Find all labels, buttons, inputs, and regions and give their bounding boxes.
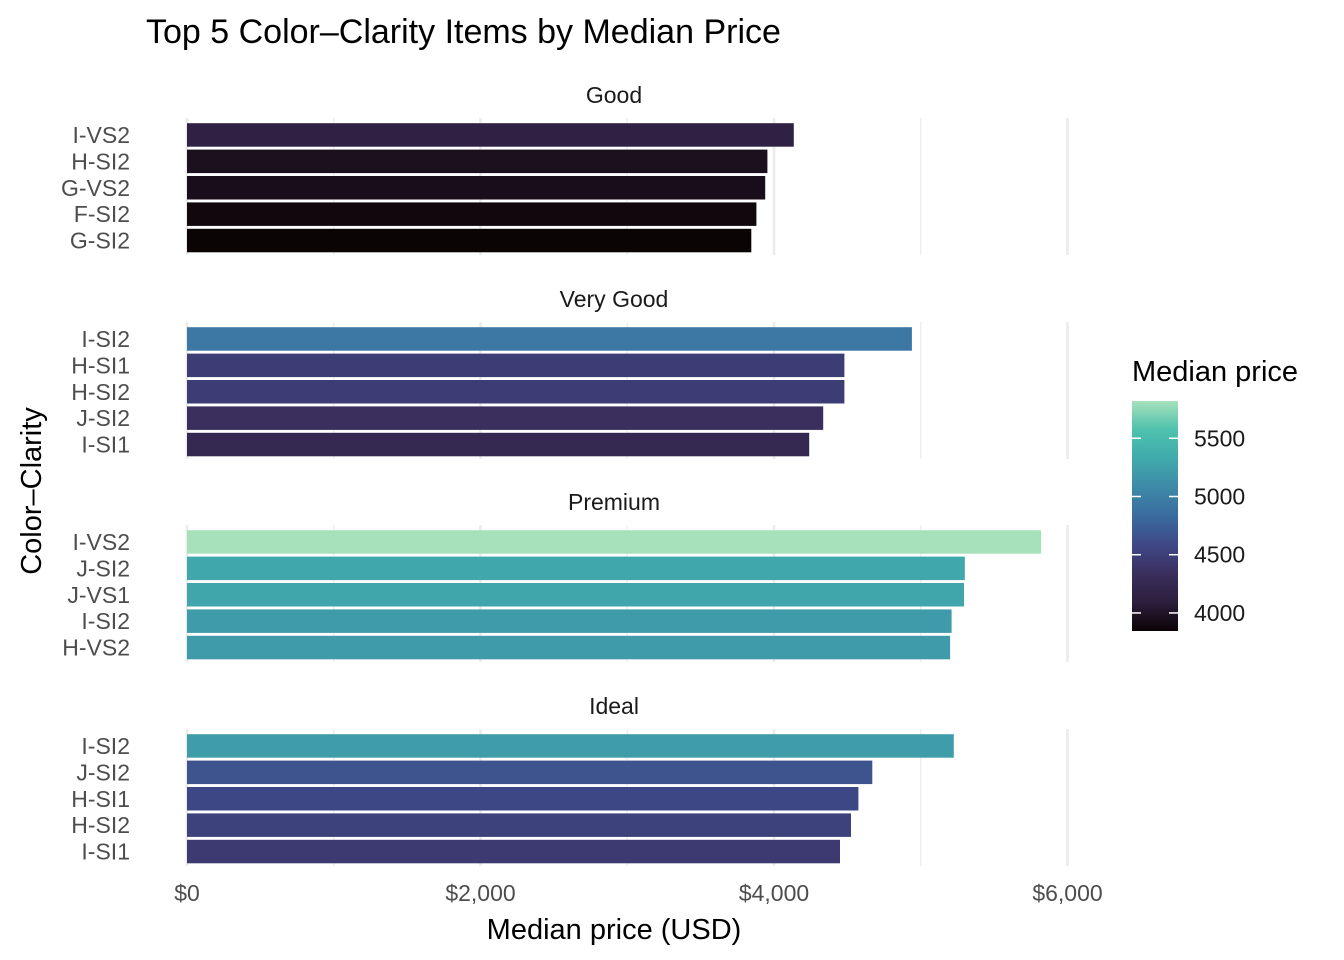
bar [187,760,873,785]
x-tick-label: $6,000 [1032,880,1102,906]
bar [187,556,965,581]
x-tick-label: $2,000 [445,880,515,906]
facet-label: Very Good [560,286,669,312]
bar [187,583,964,607]
facet-label: Good [586,82,642,108]
legend-tick-label: 5000 [1194,484,1245,510]
y-axis-title: Color–Clarity [16,407,48,575]
y-tick-label: I-SI2 [81,326,130,352]
y-tick-label: I-SI2 [81,608,130,634]
y-tick-label: I-VS2 [72,122,130,148]
chart-title: Top 5 Color–Clarity Items by Median Pric… [146,13,781,51]
y-tick-label: G-VS2 [61,175,130,201]
bar [187,406,824,430]
x-tick-label: $0 [174,880,200,906]
legend: Median price 4000 4500 5000 5500 [1132,356,1298,631]
bar [187,228,752,253]
y-tick-label: J-VS1 [67,582,130,608]
bar [187,149,768,174]
bar [187,813,851,837]
bar [187,353,845,378]
legend-tick-label: 4000 [1194,600,1245,626]
legend-tick-label: 4500 [1194,542,1245,568]
bar [187,380,845,404]
x-axis-title: Median price (USD) [487,914,742,946]
y-tick-label: H-SI2 [71,379,130,405]
legend-tick-label: 5500 [1194,425,1245,451]
y-tick-label: H-VS2 [62,635,130,661]
bar [187,609,952,633]
y-tick-label: J-SI2 [76,759,130,785]
bar [187,327,912,351]
bar [187,787,859,811]
bar [187,123,794,147]
y-tick-label: H-SI2 [71,148,130,174]
legend-title: Median price [1132,356,1298,388]
y-tick-label: F-SI2 [74,201,130,227]
y-tick-label: I-SI1 [81,839,130,865]
y-tick-label: H-SI1 [71,352,130,378]
bar [187,635,951,660]
y-tick-label: I-SI2 [81,733,130,759]
legend-colorbar [1132,401,1178,631]
y-tick-label: I-VS2 [72,529,130,555]
x-tick-label: $4,000 [739,880,809,906]
y-tick-label: J-SI2 [76,405,130,431]
x-axis-ticks: $0 $2,000 $4,000 $6,000 [174,880,1102,906]
facet-label: Ideal [589,693,639,719]
bar [187,176,766,200]
facet-label: Premium [568,489,660,515]
y-tick-label: J-SI2 [76,555,130,581]
bar [187,734,954,758]
bar [187,202,757,226]
y-tick-label: G-SI2 [70,228,130,254]
bar [187,839,840,864]
legend-ticks: 4000 4500 5000 5500 [1132,425,1245,626]
y-tick-label: H-SI1 [71,786,130,812]
y-tick-label: H-SI2 [71,812,130,838]
bar [187,432,810,457]
y-tick-label: I-SI1 [81,432,130,458]
bar [187,530,1042,554]
